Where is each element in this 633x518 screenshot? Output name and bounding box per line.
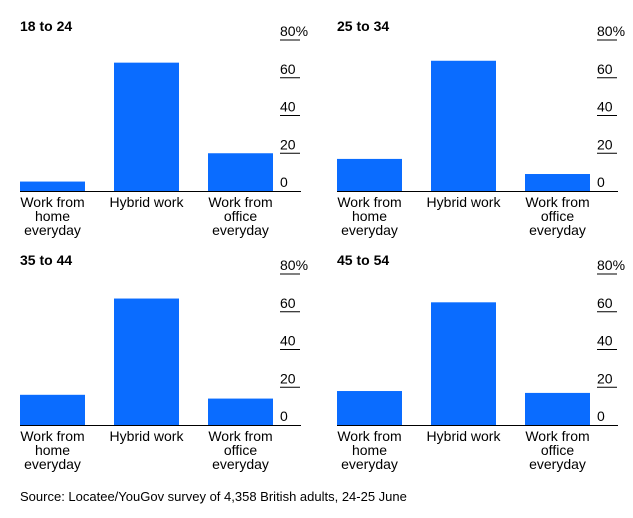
y-tick-label: 60 <box>280 61 296 77</box>
y-tick-label: 40 <box>597 99 613 115</box>
category-label: Hybrid work <box>110 194 185 210</box>
bar-chart: 0 20 40 60 80% Work from home everyday Hybrid wo… <box>337 23 625 238</box>
category-label: Work from office everyday <box>208 194 272 238</box>
y-tick-label: 60 <box>597 61 613 77</box>
y-tick-label: 20 <box>597 370 613 386</box>
category-label: Work from home everyday <box>337 194 401 238</box>
category-label: Work from home everyday <box>20 194 84 238</box>
chart-panel-18-24: 18 to 24 0 20 40 60 80% Work from home everyday… <box>20 18 320 240</box>
y-tick-label: 80% <box>597 23 625 39</box>
category-label: Work from home everyday <box>337 428 401 472</box>
y-tick-label: 0 <box>597 408 605 424</box>
bar <box>337 158 402 191</box>
bar-chart: 0 20 40 60 80% Work from home everyday Hybrid wo… <box>337 257 625 472</box>
y-tick-label: 40 <box>597 333 613 349</box>
bar <box>431 302 496 425</box>
y-tick-label: 80% <box>597 257 625 273</box>
y-tick-label: 40 <box>280 333 296 349</box>
y-tick-label: 80% <box>280 23 308 39</box>
bar <box>114 62 179 192</box>
y-tick-label: 20 <box>280 370 296 386</box>
chart-panel-35-44: 35 to 44 0 20 40 60 80% Work from home everyday… <box>20 252 320 474</box>
bar <box>337 391 402 425</box>
panel-title: 18 to 24 <box>20 18 73 34</box>
bar <box>208 398 273 425</box>
panel-title: 45 to 54 <box>337 252 390 268</box>
y-tick-label: 0 <box>597 174 605 190</box>
category-label: Work from office everyday <box>525 428 589 472</box>
category-label: Hybrid work <box>427 428 502 444</box>
bar <box>431 60 496 192</box>
chart-panel-25-34: 25 to 34 0 20 40 60 80% Work from home everyday… <box>337 18 633 240</box>
bar <box>525 174 590 191</box>
bar <box>20 181 85 191</box>
chart-panel-45-54: 45 to 54 0 20 40 60 80% Work from home everyday… <box>337 252 633 474</box>
bar-chart: 0 20 40 60 80% Work from home everyday Hybrid wo… <box>20 257 308 472</box>
category-label: Hybrid work <box>110 428 185 444</box>
y-tick-label: 0 <box>280 174 288 190</box>
bar <box>208 153 273 191</box>
y-tick-label: 20 <box>280 136 296 152</box>
y-tick-label: 60 <box>597 295 613 311</box>
panel-title: 35 to 44 <box>20 252 73 268</box>
category-label: Work from home everyday <box>20 428 84 472</box>
panel-title: 25 to 34 <box>337 18 390 34</box>
y-tick-label: 20 <box>597 136 613 152</box>
category-label: Work from office everyday <box>525 194 589 238</box>
bar-chart: 0 20 40 60 80% Work from home everyday Hybrid wo… <box>20 23 308 238</box>
bar <box>525 392 590 425</box>
bar <box>114 298 179 425</box>
category-label: Hybrid work <box>427 194 502 210</box>
y-tick-label: 80% <box>280 257 308 273</box>
y-tick-label: 40 <box>280 99 296 115</box>
category-label: Work from office everyday <box>208 428 272 472</box>
bar <box>20 394 85 425</box>
y-tick-label: 60 <box>280 295 296 311</box>
y-tick-label: 0 <box>280 408 288 424</box>
source-note: Source: Locatee/YouGov survey of 4,358 B… <box>20 489 407 504</box>
